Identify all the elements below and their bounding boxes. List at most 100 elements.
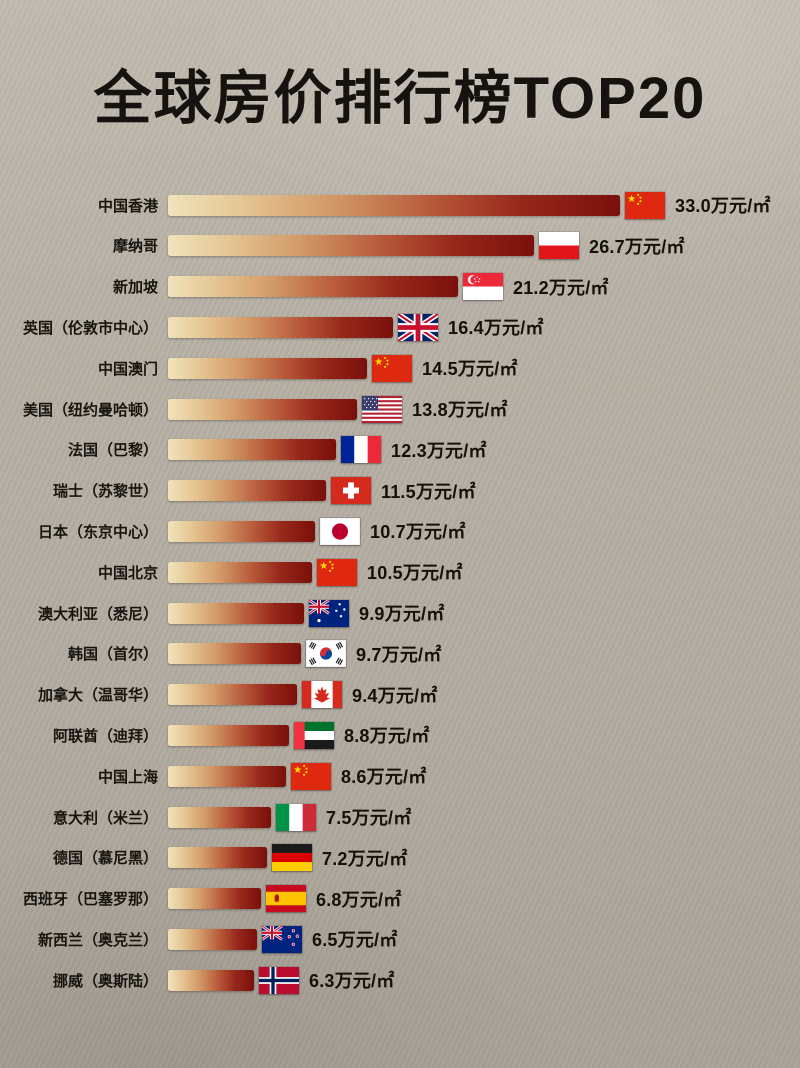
price-bar [168,561,312,583]
country-label: 中国香港 [97,197,158,215]
price-bar [168,765,286,787]
country-label: 西班牙（巴塞罗那） [22,891,158,909]
country-label: 中国北京 [97,564,158,582]
uae-flag-icon [293,720,335,750]
country-label: 瑞士（苏黎世） [52,483,158,501]
china-flag-icon [624,190,666,220]
price-value: 33.0万元/㎡ [675,196,771,217]
price-value: 11.5万元/㎡ [381,481,476,502]
bar-row: 新西兰（奥克兰） 6.5万元/㎡ [0,919,800,960]
price-value: 10.7万元/㎡ [370,522,466,543]
price-value: 9.9万元/㎡ [359,604,445,625]
bar-row: 摩纳哥 26.7万元/㎡ [0,225,800,266]
germany-flag-icon [271,843,313,873]
price-bar [168,357,367,379]
singapore-flag-icon [462,272,504,302]
price-value: 6.3万元/㎡ [309,971,395,992]
country-label: 中国上海 [97,768,158,786]
country-label: 美国（纽约曼哈顿） [22,401,158,419]
price-bar [168,480,326,502]
price-bar [168,969,254,991]
italy-flag-icon [275,802,317,832]
price-bar [168,398,357,420]
bar-row: 德国（慕尼黑） 7.2万元/㎡ [0,837,800,878]
country-label: 意大利（米兰） [52,809,158,827]
price-bar [168,888,261,910]
bar-row: 挪威（奥斯陆） 6.3万元/㎡ [0,960,800,1001]
country-label: 阿联酋（迪拜） [52,727,158,745]
price-bar [168,806,271,828]
price-value: 26.7万元/㎡ [589,236,685,257]
spain-flag-icon [265,884,307,914]
switzerland-flag-icon [330,476,372,506]
price-value: 14.5万元/㎡ [422,359,518,380]
country-label: 中国澳门 [97,360,158,378]
price-value: 8.6万元/㎡ [341,767,427,788]
page-title: 全球房价排行榜TOP20 [93,66,707,131]
france-flag-icon [340,435,382,465]
new-zealand-flag-icon [261,924,303,954]
uk-flag-icon [397,312,439,342]
bar-row: 中国香港 33.0万元/㎡ [0,185,800,226]
country-label: 韩国（首尔） [67,646,158,664]
country-label: 德国（慕尼黑） [52,850,158,868]
bar-row: 韩国（首尔） 9.7万元/㎡ [0,633,800,674]
country-label: 日本（东京中心） [37,523,158,541]
price-bar [168,276,458,298]
china-flag-icon [316,557,358,587]
country-label: 澳大利亚（悉尼） [37,605,158,623]
bar-row: 意大利（米兰） 7.5万元/㎡ [0,797,800,838]
price-value: 7.5万元/㎡ [326,808,412,829]
bar-row: 中国上海 8.6万元/㎡ [0,756,800,797]
price-bar [168,847,267,869]
price-value: 9.7万元/㎡ [356,644,442,665]
country-label: 新西兰（奥克兰） [37,931,158,949]
price-value: 21.2万元/㎡ [513,277,609,298]
price-value: 16.4万元/㎡ [448,318,544,339]
bar-row: 澳大利亚（悉尼） 9.9万元/㎡ [0,593,800,634]
price-value: 12.3万元/㎡ [391,440,487,461]
usa-flag-icon [361,394,403,424]
bar-row: 日本（东京中心） 10.7万元/㎡ [0,511,800,552]
price-bar [168,928,257,950]
country-label: 英国（伦敦市中心） [22,319,158,337]
china-flag-icon [290,761,332,791]
price-bar [168,602,304,624]
bar-row: 英国（伦敦市中心） 16.4万元/㎡ [0,307,800,348]
bar-row: 西班牙（巴塞罗那） 6.8万元/㎡ [0,878,800,919]
price-value: 8.8万元/㎡ [344,726,430,747]
price-bar [168,235,534,257]
country-label: 加拿大（温哥华） [37,687,158,705]
bar-row: 中国澳门 14.5万元/㎡ [0,348,800,389]
price-bar [168,684,297,706]
country-label: 摩纳哥 [112,238,158,256]
australia-flag-icon [308,598,350,628]
price-value: 6.5万元/㎡ [312,930,398,951]
price-value: 6.8万元/㎡ [316,889,402,910]
china-flag-icon [371,353,413,383]
price-value: 10.5万元/㎡ [367,563,463,584]
bar-row: 加拿大（温哥华） 9.4万元/㎡ [0,674,800,715]
price-bar [168,724,289,746]
price-bar [168,520,315,542]
norway-flag-icon [258,965,300,995]
bar-row: 阿联酋（迪拜） 8.8万元/㎡ [0,715,800,756]
bar-row: 法国（巴黎） 12.3万元/㎡ [0,429,800,470]
price-bar [168,439,336,461]
japan-flag-icon [319,516,361,546]
price-value: 9.4万元/㎡ [352,685,438,706]
bar-row: 美国（纽约曼哈顿） 13.8万元/㎡ [0,389,800,430]
south-korea-flag-icon [305,639,347,669]
bar-row: 瑞士（苏黎世） 11.5万元/㎡ [0,470,800,511]
country-label: 法国（巴黎） [67,442,158,460]
bar-row: 新加坡 21.2万元/㎡ [0,266,800,307]
price-value: 13.8万元/㎡ [412,400,508,421]
bar-row: 中国北京 10.5万元/㎡ [0,552,800,593]
country-label: 新加坡 [112,279,158,297]
monaco-flag-icon [538,231,580,261]
price-bar [168,316,393,338]
price-bar [168,643,301,665]
bar-chart: 中国香港 33.0万元/㎡ 摩纳哥 26.7万元/㎡ 新加坡 21.2万元/㎡ … [0,185,800,1001]
price-value: 7.2万元/㎡ [322,848,408,869]
